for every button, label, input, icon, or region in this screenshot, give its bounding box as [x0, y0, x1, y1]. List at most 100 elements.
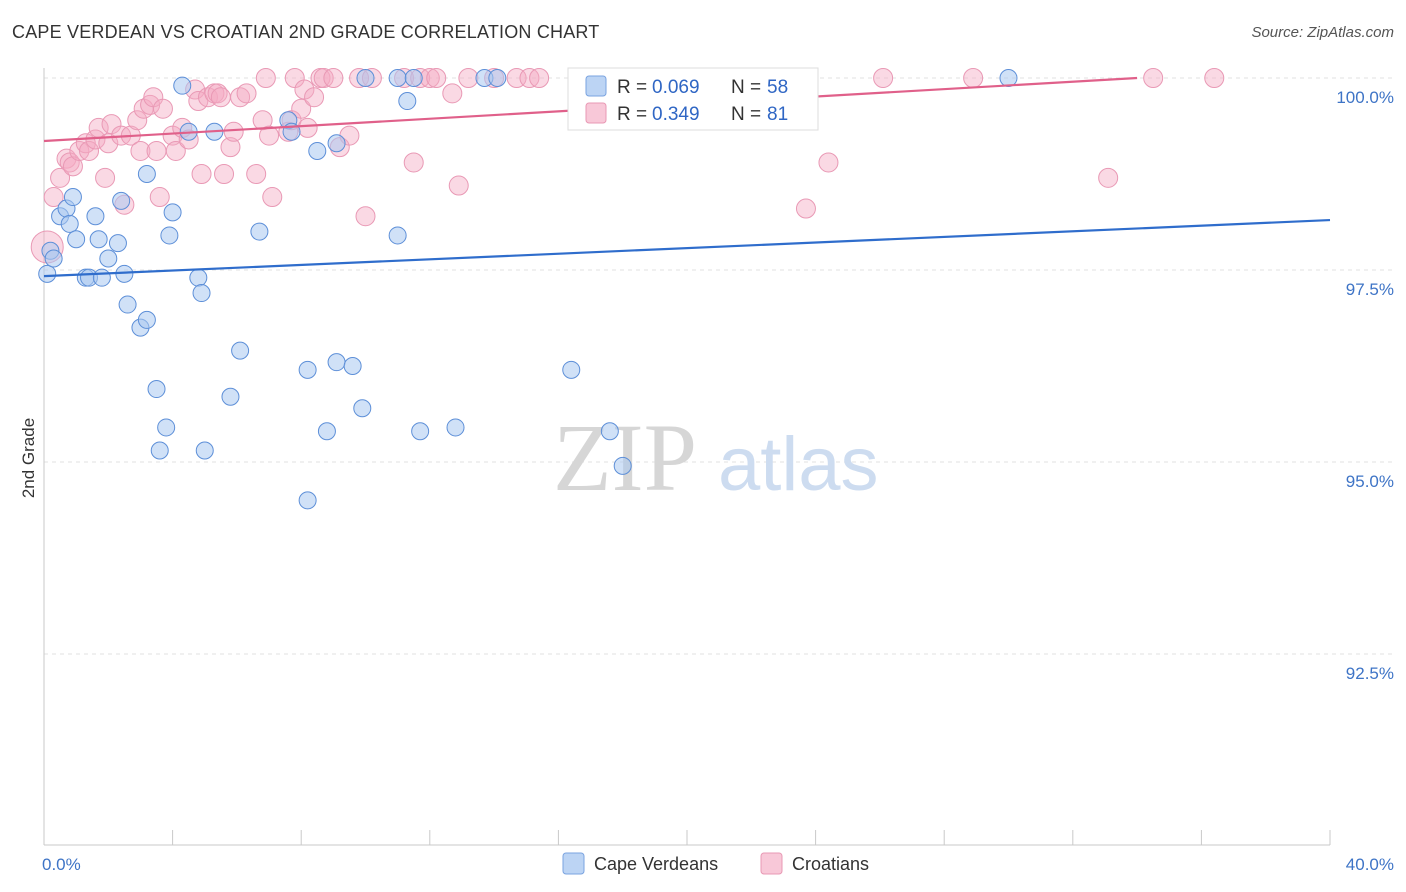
croatians-point: [152, 98, 173, 119]
croatians-point: [304, 87, 325, 108]
cape-verdeans-point: [67, 230, 86, 249]
croatians-point: [262, 187, 283, 208]
croatians-point: [220, 137, 241, 158]
croatians-point: [795, 198, 816, 219]
croatians-point: [1204, 68, 1225, 88]
y-tick-label-2: 97.5%: [1346, 280, 1394, 299]
croatians-point: [191, 164, 212, 184]
source-label: Source: ZipAtlas.com: [1251, 24, 1394, 41]
cape-verdeans-point: [44, 249, 63, 268]
croatians-point: [448, 175, 469, 196]
y-axis-title: 2nd Grade: [19, 418, 38, 498]
cape-verdeans-point: [398, 92, 417, 111]
croatians-point: [210, 87, 231, 108]
stats-legend-box: [567, 67, 819, 131]
croatians-point: [297, 117, 318, 138]
croatians-point: [259, 125, 280, 146]
croatians-point: [291, 98, 312, 119]
legend-n-value-blue: 58: [767, 77, 788, 98]
cape-verdeans-points: [38, 69, 1018, 510]
cape-verdeans-point: [999, 69, 1018, 87]
cape-verdeans-point: [353, 399, 372, 418]
cape-verdeans-point: [600, 422, 619, 441]
croatians-point: [43, 187, 64, 208]
croatians-point: [458, 68, 479, 88]
series-legend-label-pink: Croatians: [792, 854, 869, 874]
cape-verdeans-point: [343, 357, 362, 375]
croatians-point: [165, 140, 186, 161]
cape-verdeans-point: [298, 491, 317, 510]
cape-verdeans-point: [327, 134, 346, 153]
croatians-point: [442, 83, 463, 104]
cape-verdeans-point: [108, 234, 127, 253]
cape-verdeans-point: [388, 69, 407, 87]
croatians-point: [252, 110, 273, 131]
legend-swatch-pink: [585, 102, 607, 124]
cape-verdeans-point: [298, 360, 317, 379]
chart-title: CAPE VERDEAN VS CROATIAN 2ND GRADE CORRE…: [12, 22, 600, 42]
cape-verdeans-point: [60, 214, 79, 233]
legend-swatch-blue: [585, 75, 607, 97]
cape-verdeans-point: [112, 191, 131, 210]
legend-r-label-pink: R =: [617, 104, 647, 125]
series-legend-swatch-blue: [562, 852, 585, 875]
croatians-point: [1143, 68, 1164, 88]
cape-verdeans-point: [92, 268, 111, 287]
cape-verdeans-point: [189, 268, 208, 287]
x-tick-label-min: 0.0%: [42, 855, 81, 874]
cape-verdeans-point: [38, 264, 57, 283]
cape-verdeans-point: [356, 69, 375, 87]
cape-verdeans-point: [411, 422, 430, 441]
croatians-point: [818, 152, 839, 173]
croatians-point: [79, 140, 100, 161]
croatians-point: [95, 167, 116, 188]
legend-n-label-pink: N =: [731, 104, 761, 125]
croatians-point: [127, 110, 148, 131]
legend-n-value-pink: 81: [767, 104, 788, 125]
cape-verdeans-point: [173, 76, 192, 95]
cape-verdeans-point: [308, 141, 327, 160]
stats-legend: R = 0.069 N = 58 R = 0.349 N = 81: [567, 67, 819, 131]
croatians-point: [1098, 167, 1119, 188]
cape-verdeans-point: [163, 203, 182, 222]
legend-r-label-blue: R =: [617, 77, 647, 98]
cape-verdeans-point: [89, 230, 108, 249]
cape-verdeans-point: [488, 69, 507, 87]
croatians-point: [62, 156, 83, 177]
cape-verdeans-point: [195, 441, 214, 460]
croatians-point: [130, 140, 151, 161]
cape-verdeans-point: [388, 226, 407, 245]
croatians-point: [246, 164, 267, 184]
y-axis-tick-labels: 92.5% 95.0% 97.5% 100.0%: [1336, 88, 1394, 683]
croatians-point: [223, 121, 244, 142]
croatians-point: [207, 83, 228, 104]
watermark-atlas: atlas: [718, 422, 879, 507]
croatians-point: [873, 68, 894, 88]
legend-n-label-blue: N =: [731, 77, 761, 98]
cape-verdeans-point: [137, 310, 156, 329]
series-legend-swatch-pink: [760, 852, 783, 875]
legend-r-value-blue: 0.069: [652, 77, 700, 98]
croatians-point: [146, 140, 167, 161]
cape-verdeans-point: [63, 188, 82, 207]
cape-verdeans-point: [562, 360, 581, 379]
y-tick-label-1: 95.0%: [1346, 472, 1394, 491]
croatians-point: [355, 206, 376, 227]
croatians-point: [255, 68, 276, 88]
cape-verdeans-point: [99, 249, 118, 268]
cape-verdeans-point: [327, 353, 346, 372]
cape-verdeans-point: [137, 165, 156, 183]
legend-r-value-pink: 0.349: [652, 104, 700, 125]
cape-verdeans-point: [160, 226, 179, 245]
x-axis-ticks: [43, 830, 1331, 845]
croatians-point: [529, 68, 550, 88]
cape-verdeans-point: [613, 456, 632, 475]
cape-verdeans-point: [157, 418, 176, 437]
x-tick-label-max: 40.0%: [1346, 855, 1394, 874]
croatians-point: [56, 148, 77, 169]
cape-verdeans-point: [150, 441, 169, 460]
cape-verdeans-point: [221, 387, 240, 406]
cape-verdeans-point: [250, 222, 269, 241]
croatians-point: [403, 152, 424, 173]
